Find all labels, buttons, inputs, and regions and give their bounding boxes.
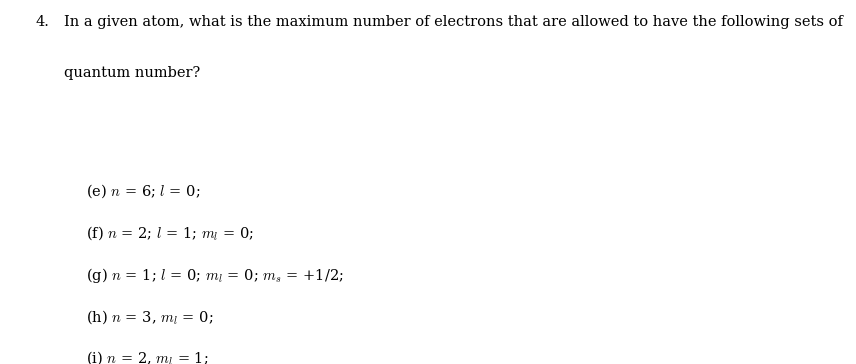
Text: (g) $n$ = 1; $l$ = 0; $m_l$ = 0; $m_s$ = +1/2;: (g) $n$ = 1; $l$ = 0; $m_l$ = 0; $m_s$ =… — [86, 266, 343, 285]
Text: quantum number?: quantum number? — [64, 66, 200, 79]
Text: (e) $n$ = 6; $l$ = 0;: (e) $n$ = 6; $l$ = 0; — [86, 182, 200, 200]
Text: (h) $n$ = 3, $m_l$ = 0;: (h) $n$ = 3, $m_l$ = 0; — [86, 308, 213, 325]
Text: 4.: 4. — [36, 15, 50, 28]
Text: (f) $n$ = 2; $l$ = 1; $m_l$ = 0;: (f) $n$ = 2; $l$ = 1; $m_l$ = 0; — [86, 224, 253, 242]
Text: In a given atom, what is the maximum number of electrons that are allowed to hav: In a given atom, what is the maximum num… — [64, 15, 843, 28]
Text: (i) $n$ = 2, $m_l$ = 1;: (i) $n$ = 2, $m_l$ = 1; — [86, 349, 208, 364]
